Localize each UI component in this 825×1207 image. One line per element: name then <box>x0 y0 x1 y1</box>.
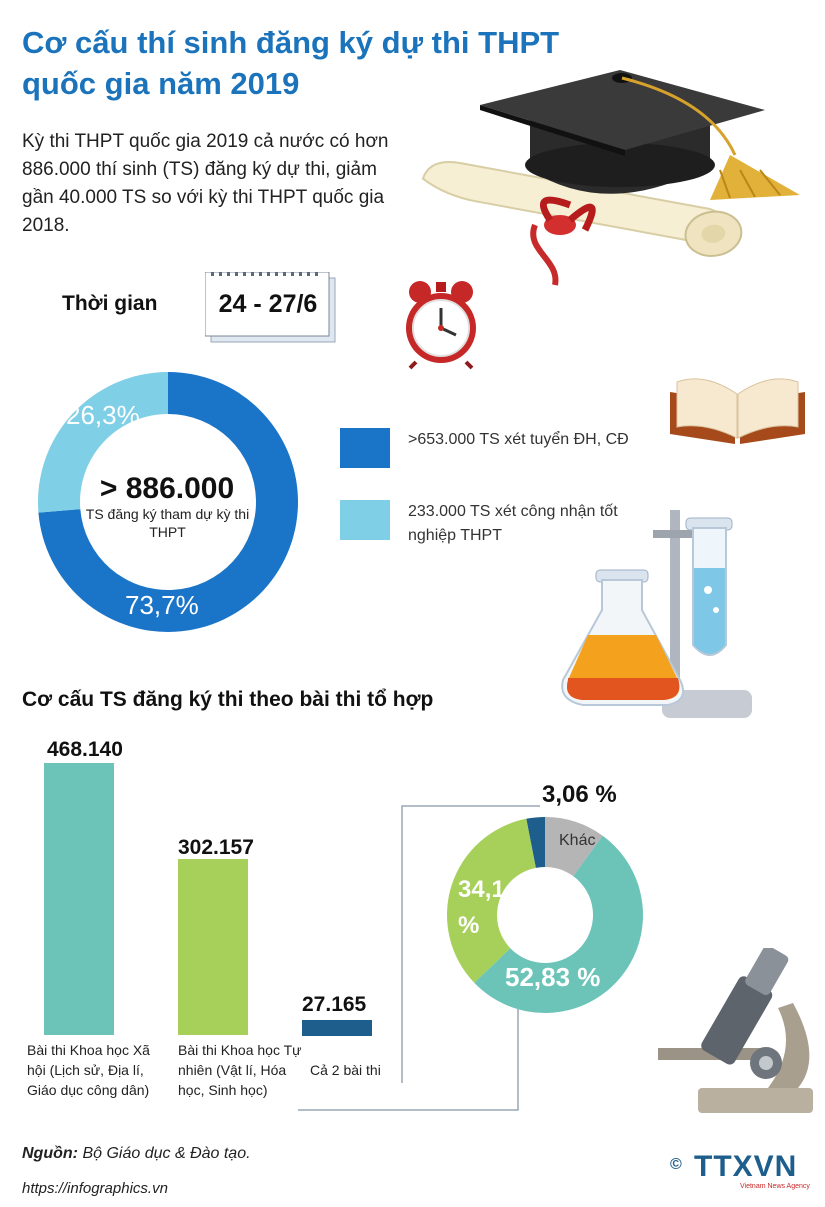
total-candidates-value: > 886.000 <box>99 472 235 505</box>
page-title: Cơ cấu thí sinh đăng ký dự thi THPT quốc… <box>22 25 560 101</box>
website-link[interactable]: https://infographics.vn <box>22 1180 168 1197</box>
calendar-icon <box>205 272 336 343</box>
legend-swatch-graduation <box>340 500 390 540</box>
donut1-slice-label-light: 26,3% <box>66 400 140 430</box>
donut2-natural-pct: 34,1 % <box>458 876 505 939</box>
source-note: Nguồn: Bộ Giáo dục & Đào tạo. <box>22 1145 251 1163</box>
ttxvn-logo: © TTXVN Vietnam News Agency <box>670 1150 820 1190</box>
bar-0 <box>44 763 114 1035</box>
bar-2 <box>302 1020 372 1036</box>
bar-1 <box>178 859 248 1035</box>
donut2-slice-3 <box>447 818 536 983</box>
exam-share-donut-chart <box>447 817 643 1013</box>
legend-swatch-university <box>340 428 390 468</box>
graduation-cap-icon <box>421 70 800 286</box>
copyright-symbol: © <box>670 1156 682 1173</box>
time-label: Thời gian <box>62 292 158 315</box>
lab-flask-icon <box>561 510 752 718</box>
source-text: Bộ Giáo dục & Đào tạo. <box>82 1145 251 1162</box>
donut2-slice-2 <box>474 835 643 1013</box>
donut2-social-pct: 52,83 % <box>505 962 601 992</box>
bar-label-natural: Bài thi Khoa học Tự nhiên (Vật lí, Hóa h… <box>178 1042 302 1098</box>
donut2-slice-0 <box>526 817 545 868</box>
donut1-slice-0 <box>38 372 298 632</box>
legend-label-university: >653.000 TS xét tuyển ĐH, CĐ <box>408 431 629 448</box>
donut2-other-label: Khác <box>559 832 596 849</box>
legend-label-graduation: 233.000 TS xét công nhận tốt nghiệp THPT <box>408 503 618 544</box>
bar-label-social: Bài thi Khoa học Xã hội (Lịch sử, Địa lí… <box>27 1042 150 1098</box>
bar-value-natural: 302.157 <box>178 836 254 859</box>
book-icon <box>670 378 805 444</box>
section-title-exam-structure: Cơ cấu TS đăng ký thi theo bài thi tổ hợ… <box>22 688 434 711</box>
donut1-slice-label-dark: 73,7% <box>125 590 199 620</box>
donut2-slice-1 <box>545 817 603 877</box>
exam-dates: 24 - 27/6 <box>218 290 318 318</box>
registration-donut-chart <box>38 372 298 632</box>
donut1-slice-1 <box>38 372 168 513</box>
donut2-both-pct: 3,06 % <box>542 781 617 808</box>
source-label: Nguồn: <box>22 1145 78 1162</box>
total-candidates-label: TS đăng ký tham dự kỳ thi THPT <box>85 506 250 540</box>
logo-subtext: Vietnam News Agency <box>740 1183 810 1190</box>
logo-text: TTXVN <box>694 1150 798 1183</box>
bar-label-both: Cả 2 bài thi <box>310 1062 381 1078</box>
intro-text: Kỳ thi THPT quốc gia 2019 cả nước có hơn… <box>22 131 389 236</box>
alarm-clock-icon <box>406 281 476 370</box>
bar-value-social: 468.140 <box>47 738 123 761</box>
bar-value-both: 27.165 <box>302 993 367 1016</box>
microscope-icon <box>658 948 813 1113</box>
